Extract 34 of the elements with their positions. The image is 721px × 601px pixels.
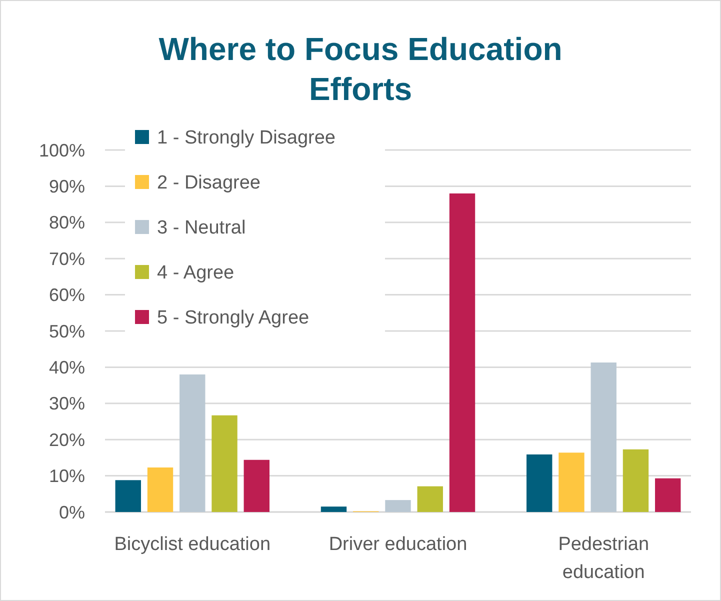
- y-tick-label: 90%: [48, 176, 85, 196]
- bar: [417, 486, 443, 512]
- bar: [622, 449, 649, 512]
- bar: [655, 478, 681, 512]
- y-tick-label: 80%: [48, 212, 85, 233]
- bar: [115, 480, 141, 512]
- bar: [244, 460, 270, 512]
- bar: [558, 452, 584, 512]
- x-tick-label: Driver education: [328, 534, 468, 555]
- y-tick-label: 60%: [48, 285, 85, 306]
- bar: [385, 500, 411, 512]
- legend-label: 3 - Neutral: [157, 218, 246, 239]
- legend-label: 4 - Agree: [157, 262, 234, 284]
- x-tick-label: Bicyclist education: [114, 534, 271, 555]
- bar: [449, 193, 476, 512]
- y-tick-label: 20%: [48, 430, 85, 450]
- y-tick-label: 40%: [48, 358, 85, 378]
- legend-label: 5 - Strongly Agree: [157, 308, 310, 329]
- x-tick-label: Pedestrian education: [558, 534, 650, 583]
- bar: [147, 467, 174, 512]
- y-tick-label: 100%: [38, 140, 85, 160]
- y-tick-label: 10%: [48, 466, 85, 486]
- bar: [526, 454, 552, 512]
- y-tick-label: 50%: [48, 321, 85, 342]
- legend-label: 2 - Disagree: [157, 172, 260, 194]
- bar: [590, 362, 616, 512]
- bar: [180, 374, 206, 512]
- y-tick-label: 0%: [58, 502, 85, 522]
- y-tick-label: 30%: [48, 394, 85, 414]
- legend-label: 1 - Strongly Disagree: [157, 128, 336, 149]
- bar: [212, 415, 238, 512]
- chart-title: Where to Focus Education Efforts: [158, 31, 562, 107]
- bar: [320, 506, 347, 512]
- y-tick-label: 70%: [48, 248, 85, 269]
